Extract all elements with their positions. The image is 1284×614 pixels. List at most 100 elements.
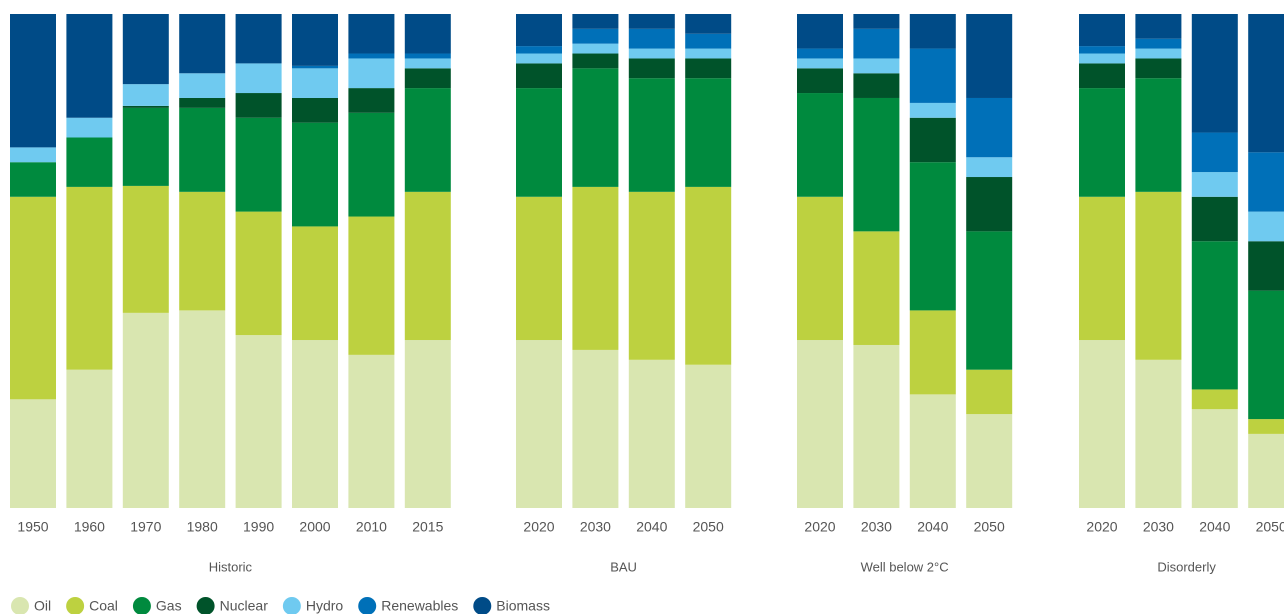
bar-segment	[797, 14, 843, 49]
bar-segment	[572, 349, 619, 508]
legend-swatch	[132, 597, 151, 614]
bar-segment	[685, 48, 732, 59]
bar-segment	[572, 68, 619, 187]
bar-segment	[292, 122, 338, 227]
bar-segment	[628, 191, 675, 360]
bar-segment	[966, 369, 1013, 415]
bar-segment	[179, 107, 226, 192]
bar-segment	[1079, 14, 1125, 47]
bar-segment	[292, 68, 338, 98]
x-tick-label: 2020	[804, 519, 835, 535]
bar-segment	[179, 310, 226, 508]
bar-segment	[1135, 78, 1182, 192]
bar-segment	[685, 78, 732, 187]
bar-segment	[348, 53, 395, 59]
group-label: Disorderly	[1157, 559, 1216, 574]
bar-segment	[516, 340, 562, 508]
bar-segment	[404, 14, 451, 54]
bar-segment	[10, 196, 56, 400]
group-label: BAU	[610, 559, 637, 574]
bar-segment	[797, 340, 843, 508]
legend-swatch	[196, 597, 215, 614]
bar-segment	[909, 48, 956, 103]
bar-segment	[122, 312, 169, 508]
legend-label: Coal	[89, 598, 118, 614]
x-tick-label: 1990	[243, 519, 274, 535]
x-tick-label: 2015	[412, 519, 443, 535]
bar-segment	[66, 369, 113, 508]
bar-segment	[909, 102, 956, 118]
bar-segment	[685, 33, 732, 49]
x-tick-label: 1980	[187, 519, 218, 535]
bar-segment	[628, 14, 675, 29]
legend-swatch	[473, 597, 492, 614]
bar-segment	[348, 354, 395, 508]
bar-segment	[572, 14, 619, 29]
bar-segment	[179, 191, 226, 311]
bar-segment	[348, 14, 395, 54]
bar-segment	[348, 88, 395, 113]
x-tick-label: 2020	[1086, 519, 1117, 535]
bar-segment	[966, 157, 1013, 178]
bar-segment	[1248, 419, 1284, 434]
bar-segment	[853, 97, 900, 232]
group-label: Historic	[209, 559, 253, 574]
bar-segment	[797, 68, 843, 94]
bar-segment	[179, 14, 226, 74]
bar-segment	[1248, 152, 1284, 212]
bar-segment	[685, 186, 732, 365]
bar-segment	[853, 231, 900, 345]
bar-segment	[685, 58, 732, 79]
legend-label: Renewables	[381, 598, 458, 614]
bar-segment	[628, 48, 675, 59]
bar-segment	[516, 63, 562, 89]
x-tick-label: 2000	[299, 519, 330, 535]
bar-segment	[1191, 196, 1238, 242]
bar-segment	[797, 58, 843, 69]
x-tick-label: 2030	[580, 519, 611, 535]
bar-segment	[909, 162, 956, 311]
bar-segment	[404, 68, 451, 89]
bar-segment	[1079, 196, 1125, 341]
bar-segment	[966, 231, 1013, 370]
legend-label: Oil	[34, 598, 51, 614]
bar-segment	[179, 73, 226, 98]
x-tick-label: 2030	[861, 519, 892, 535]
legend-label: Hydro	[306, 598, 344, 614]
bar-segment	[516, 53, 562, 64]
bar-segment	[1135, 38, 1182, 49]
bar-segment	[10, 162, 56, 197]
bar-segment	[853, 58, 900, 74]
bar-segment	[853, 73, 900, 98]
bar-segment	[1079, 46, 1125, 54]
bar-segment	[404, 340, 451, 508]
bar-segment	[10, 14, 56, 148]
bar-segment	[1135, 191, 1182, 360]
bar-segment	[66, 186, 113, 370]
bar-segment	[572, 28, 619, 44]
bar-segment	[1191, 409, 1238, 508]
bar-segment	[1079, 53, 1125, 64]
bar-segment	[628, 58, 675, 79]
bar-segment	[516, 196, 562, 341]
bar-segment	[572, 43, 619, 54]
bar-segment	[235, 93, 282, 118]
bar-segment	[122, 105, 169, 108]
bar-segment	[572, 186, 619, 350]
legend-swatch	[282, 597, 301, 614]
bar-segment	[235, 14, 282, 64]
bar-segment	[10, 399, 56, 508]
bar-segment	[1079, 340, 1125, 508]
bar-segment	[348, 58, 395, 89]
bar-segment	[292, 14, 338, 66]
legend-label: Biomass	[496, 598, 550, 614]
bar-segment	[1191, 172, 1238, 197]
bar-segment	[292, 340, 338, 508]
bar-segment	[628, 28, 675, 49]
bar-segment	[122, 107, 169, 186]
bar-segment	[685, 14, 732, 34]
bar-segment	[1191, 132, 1238, 173]
bar-segment	[10, 147, 56, 163]
bar-segment	[292, 65, 338, 69]
